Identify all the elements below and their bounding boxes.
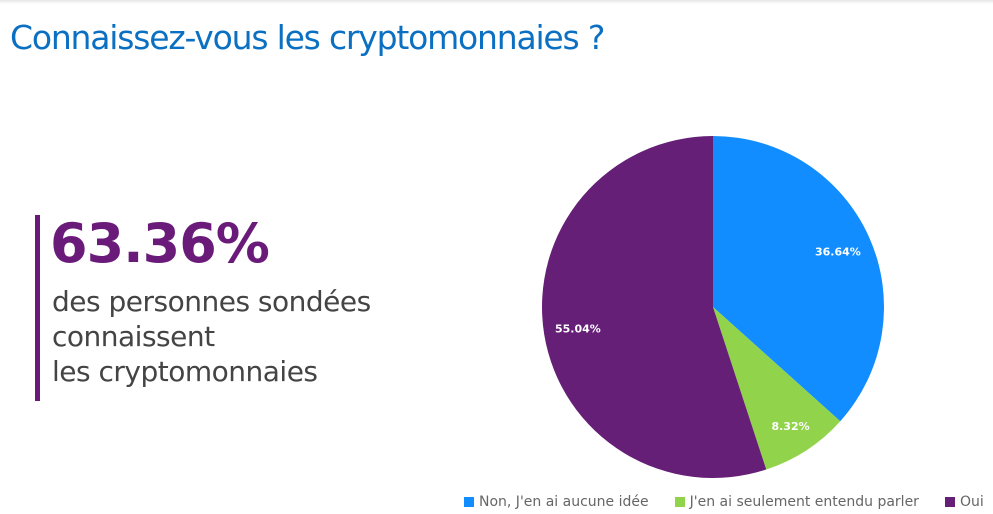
chart-legend: Non, J'en ai aucune idée J'en ai seuleme… <box>464 494 984 510</box>
pie-slice[interactable] <box>713 307 841 470</box>
legend-item[interactable]: J'en ai seulement entendu parler <box>674 494 919 510</box>
kpi-value: 63.36% <box>50 212 270 275</box>
legend-swatch <box>674 497 685 507</box>
legend-label: Oui <box>959 494 984 510</box>
kpi-accent-bar <box>35 215 40 401</box>
slice-data-label: 55.04% <box>555 323 601 336</box>
slice-data-label: 36.64% <box>815 245 861 258</box>
legend-item[interactable]: Oui <box>944 494 984 510</box>
kpi-description-line: des personnes sondées <box>52 285 371 318</box>
legend-swatch <box>944 497 955 507</box>
pie-slice[interactable] <box>713 136 885 422</box>
pie-slice[interactable] <box>542 136 767 478</box>
legend-label: Non, J'en ai aucune idée <box>479 494 649 510</box>
kpi-description-line: les cryptomonnaies <box>52 355 318 388</box>
legend-item[interactable]: Non, J'en ai aucune idée <box>464 494 649 510</box>
legend-label: J'en ai seulement entendu parler <box>689 494 919 510</box>
page-title: Connaissez-vous les cryptomonnaies ? <box>10 18 605 57</box>
legend-swatch <box>464 497 474 507</box>
kpi-description: des personnes sondées connaissent les cr… <box>52 284 371 389</box>
kpi-description-line: connaissent <box>52 320 215 353</box>
slice-data-label: 8.32% <box>771 420 809 433</box>
top-border <box>0 0 993 4</box>
